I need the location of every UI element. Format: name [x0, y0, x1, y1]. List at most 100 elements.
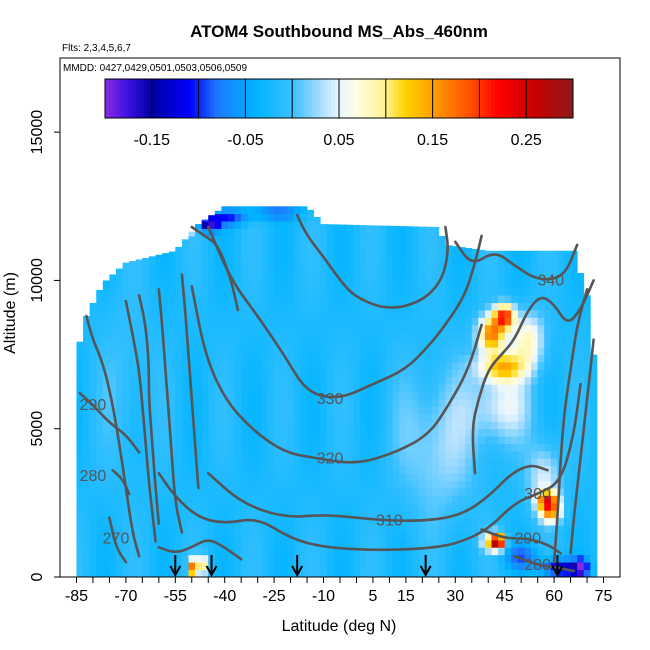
- heatmap-cell: [392, 287, 400, 296]
- heatmap-cell: [537, 302, 545, 311]
- heatmap-cell: [353, 413, 361, 422]
- heatmap-cell: [168, 369, 176, 378]
- heatmap-cell: [214, 473, 222, 482]
- colorbar-cell: [346, 79, 352, 118]
- heatmap-cell: [274, 413, 282, 422]
- heatmap-cell: [504, 510, 512, 519]
- heatmap-cell: [208, 354, 216, 363]
- heatmap-cell: [517, 273, 525, 281]
- heatmap-cell: [359, 302, 367, 311]
- heatmap-cell: [340, 295, 347, 304]
- heatmap-cell: [260, 495, 268, 504]
- heatmap-cell: [274, 539, 282, 548]
- heatmap-cell: [577, 332, 585, 341]
- heatmap-cell: [326, 354, 334, 363]
- heatmap-cell: [274, 502, 282, 511]
- heatmap-cell: [142, 465, 150, 474]
- heatmap-cell: [577, 391, 585, 400]
- heatmap-cell: [583, 473, 591, 482]
- heatmap-cell: [537, 525, 545, 533]
- heatmap-cell: [478, 347, 486, 355]
- heatmap-cell: [326, 258, 334, 266]
- heatmap-cell: [76, 532, 84, 541]
- x-tick-label: -40: [213, 588, 236, 605]
- colorbar-cell: [534, 79, 539, 118]
- heatmap-cell: [293, 280, 301, 289]
- colorbar-cell: [475, 79, 480, 118]
- colorbar-cell: [440, 79, 445, 118]
- heatmap-cell: [320, 406, 328, 415]
- heatmap-cell: [228, 450, 235, 459]
- heatmap-cell: [267, 554, 275, 563]
- heatmap-cell: [445, 458, 453, 467]
- heatmap-cell: [320, 517, 328, 526]
- heatmap-cell: [564, 554, 571, 563]
- colorbar-cell: [171, 79, 176, 118]
- colorbar-cell: [522, 79, 527, 118]
- colorbar-cell: [210, 79, 215, 118]
- heatmap-cell: [425, 287, 433, 296]
- heatmap-cell: [195, 450, 203, 459]
- heatmap-cell: [293, 502, 301, 511]
- heatmap-cell: [254, 287, 262, 296]
- heatmap-cell: [96, 436, 104, 444]
- heatmap-cell: [214, 562, 222, 570]
- heatmap-cell: [412, 569, 420, 577]
- heatmap-cell: [419, 376, 427, 385]
- heatmap-cell: [241, 547, 249, 556]
- heatmap-cell: [484, 258, 492, 266]
- heatmap-cell: [122, 384, 130, 393]
- heatmap-cell: [228, 339, 235, 348]
- contour-label: 290: [514, 530, 541, 547]
- heatmap-cell: [96, 406, 104, 415]
- heatmap-cell: [241, 221, 249, 229]
- heatmap-cell: [359, 243, 367, 252]
- heatmap-cell: [260, 221, 268, 229]
- heatmap-cell: [155, 347, 163, 355]
- heatmap-cell: [162, 539, 170, 548]
- heatmap-cell: [452, 361, 459, 370]
- heatmap-cell: [221, 428, 229, 437]
- heatmap-cell: [498, 265, 506, 274]
- heatmap-cell: [307, 243, 315, 252]
- heatmap-cell: [247, 265, 255, 274]
- heatmap-cell: [247, 376, 255, 385]
- heatmap-cell: [425, 273, 433, 281]
- heatmap-cell: [102, 302, 110, 311]
- heatmap-cell: [96, 539, 104, 548]
- heatmap-cell: [175, 376, 183, 385]
- heatmap-cell: [458, 384, 466, 393]
- heatmap-cell: [577, 317, 585, 326]
- heatmap-cell: [96, 554, 104, 563]
- heatmap-cell: [287, 488, 295, 496]
- heatmap-cell: [241, 517, 249, 526]
- heatmap-cell: [577, 324, 585, 333]
- heatmap-cell: [287, 569, 295, 577]
- heatmap-cell: [274, 287, 282, 296]
- colorbar-cell: [409, 79, 414, 118]
- heatmap-cell: [175, 399, 183, 407]
- heatmap-cell: [379, 354, 387, 363]
- heatmap-cell: [405, 488, 413, 496]
- heatmap-cell: [478, 317, 486, 326]
- heatmap-cell: [577, 502, 585, 511]
- heatmap-cell: [162, 324, 170, 333]
- heatmap-cell: [590, 406, 598, 415]
- heatmap-cell: [419, 226, 427, 229]
- heatmap-cell: [386, 243, 394, 252]
- heatmap-cell: [122, 502, 130, 511]
- heatmap-cell: [498, 443, 506, 452]
- heatmap-cell: [320, 361, 328, 370]
- heatmap-cell: [228, 302, 235, 311]
- heatmap-cell: [188, 443, 196, 452]
- heatmap-cell: [320, 376, 328, 385]
- heatmap-cell: [478, 532, 486, 541]
- heatmap-cell: [399, 450, 407, 459]
- heatmap-cell: [214, 554, 222, 563]
- heatmap-cell: [142, 473, 150, 482]
- heatmap-cell: [116, 465, 123, 474]
- heatmap-cell: [340, 532, 347, 541]
- colorbar-cell: [495, 79, 500, 118]
- heatmap-cell: [135, 287, 143, 296]
- heatmap-cell: [260, 228, 268, 237]
